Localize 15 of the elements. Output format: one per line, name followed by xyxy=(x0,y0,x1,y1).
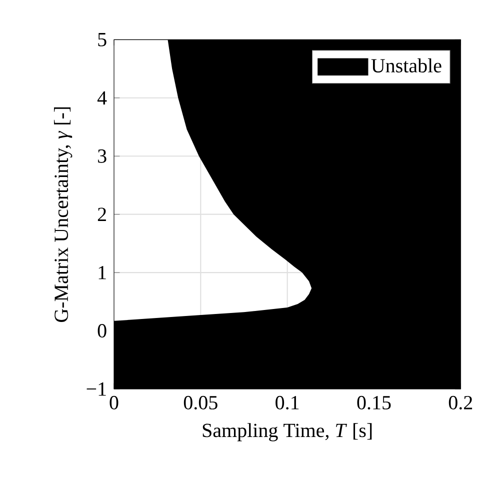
y-tick-label: 3 xyxy=(98,149,106,163)
x-tick-label: 0.2 xyxy=(448,396,472,410)
x-tick-label: 0.05 xyxy=(184,396,218,410)
legend-label: Unstable xyxy=(371,58,442,72)
y-tick-label: 4 xyxy=(97,91,107,104)
y-tick-label: −1 xyxy=(86,382,106,396)
y-axis-title: G-Matrix Uncertainty, γ [-] xyxy=(54,107,72,322)
y-tick-label: 1 xyxy=(98,266,106,280)
x-tick-label: 0.15 xyxy=(357,396,391,410)
x-axis-title: Sampling Time, T [s] xyxy=(202,423,372,442)
x-tick-label: 0.1 xyxy=(276,396,299,410)
y-tick-label: 5 xyxy=(98,33,106,46)
y-tick-label: 0 xyxy=(98,324,106,338)
x-tick-label: 0 xyxy=(110,396,118,410)
y-tick-label: 2 xyxy=(98,208,106,221)
